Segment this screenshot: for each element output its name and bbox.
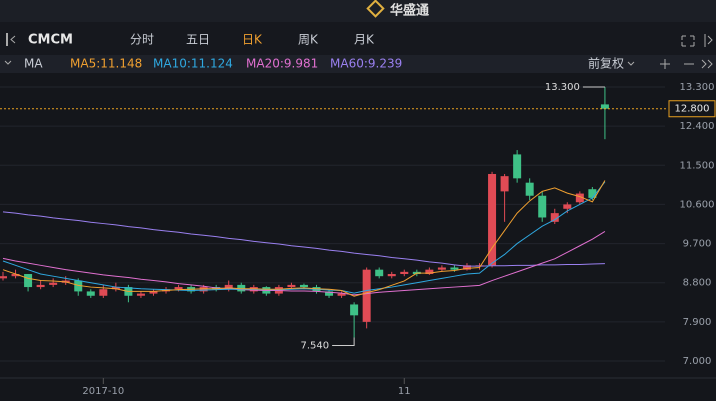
candle-body bbox=[500, 176, 509, 192]
tabs: 分时 五日 日K 周K 月K bbox=[130, 33, 375, 47]
last-price-label: 12.800 bbox=[675, 104, 710, 115]
sidebar-arrow bbox=[10, 35, 16, 44]
candle-body bbox=[325, 291, 334, 296]
candle-body bbox=[425, 269, 434, 275]
ma-line bbox=[2, 211, 605, 267]
last-price-box bbox=[668, 100, 716, 118]
app-title: 华盛通 bbox=[390, 3, 429, 19]
candle-body bbox=[437, 267, 446, 270]
fullscreen-icon[interactable] bbox=[681, 35, 695, 47]
candle-body bbox=[11, 274, 20, 277]
candle-body bbox=[24, 274, 33, 288]
y-tick-label: 7.000 bbox=[683, 356, 712, 367]
adjust-arrow bbox=[627, 61, 635, 66]
candle-body bbox=[174, 287, 183, 290]
tab[interactable]: 分时 bbox=[130, 33, 154, 47]
ma-legend-item: MA20:9.981 bbox=[246, 57, 318, 71]
ma-line bbox=[2, 230, 606, 296]
y-tick-label: 10.600 bbox=[680, 199, 715, 210]
tab[interactable]: 五日 bbox=[186, 33, 210, 47]
symbol: CMCM bbox=[28, 33, 73, 48]
toolbar-icons bbox=[681, 34, 713, 47]
candle-body bbox=[36, 284, 45, 288]
y-tick-label: 11.500 bbox=[680, 160, 715, 171]
candle-body bbox=[488, 173, 497, 266]
candle-body bbox=[400, 271, 409, 275]
candle-body bbox=[513, 154, 522, 179]
scroll-icon[interactable] bbox=[701, 59, 713, 69]
candle-body bbox=[575, 193, 584, 203]
x-tick-label: 11 bbox=[398, 386, 411, 397]
zoom-icons[interactable] bbox=[660, 59, 694, 69]
y-tick-label: 9.700 bbox=[683, 239, 712, 250]
dropdown-icon[interactable] bbox=[4, 60, 12, 65]
ma-line bbox=[2, 181, 606, 294]
candle-body bbox=[538, 195, 547, 218]
y-tick-label: 7.900 bbox=[683, 317, 712, 328]
candle-body bbox=[588, 189, 597, 198]
candle-body bbox=[550, 213, 559, 222]
plot: 13.300 12.400 11.500 10.600 9.700 8.800 7.900 7… bbox=[0, 82, 716, 397]
candle-body bbox=[462, 265, 471, 270]
toolbar bbox=[0, 22, 716, 55]
y-tick-label: 8.800 bbox=[683, 278, 712, 289]
ma-legend-item: MA60:9.239 bbox=[330, 57, 402, 71]
logo bbox=[366, 0, 385, 18]
x-tick-label: 2017-10 bbox=[82, 386, 124, 397]
candle-body bbox=[525, 182, 534, 196]
ma-legend: MA5:11.148 MA10:11.124 MA20:9.981 MA60:9.23… bbox=[70, 57, 402, 71]
candle-body bbox=[86, 291, 95, 296]
candle-body bbox=[350, 304, 359, 316]
title-bar bbox=[0, 0, 716, 22]
candle-body bbox=[387, 274, 396, 277]
indicator-name: MA bbox=[24, 57, 43, 71]
candle-body bbox=[362, 269, 371, 322]
indicator-bar bbox=[0, 55, 716, 73]
tab[interactable]: 日K bbox=[242, 33, 263, 47]
low-marker-label: 7.540 bbox=[300, 341, 329, 352]
y-tick-label: 13.300 bbox=[680, 82, 715, 93]
tab[interactable]: 周K bbox=[298, 33, 319, 47]
ma-legend-item: MA5:11.148 bbox=[70, 57, 142, 71]
candle-body bbox=[450, 267, 459, 270]
candle-body bbox=[49, 282, 58, 285]
candle-body bbox=[111, 287, 120, 290]
collapse-icon[interactable] bbox=[704, 34, 713, 47]
candle-body bbox=[563, 204, 572, 209]
candle-body bbox=[237, 284, 246, 292]
candle-body bbox=[224, 284, 233, 290]
candle-body bbox=[287, 284, 296, 288]
candle-body bbox=[136, 293, 145, 296]
y-tick-label: 12.400 bbox=[680, 121, 715, 132]
candle-body bbox=[74, 280, 83, 292]
ma-legend-item: MA10:11.124 bbox=[153, 57, 233, 71]
adjust-select[interactable]: 前复权 bbox=[588, 56, 624, 71]
candle-body bbox=[0, 276, 7, 279]
sidebar-toggle[interactable] bbox=[6, 33, 8, 46]
candle-body bbox=[99, 289, 108, 296]
tab[interactable]: 月K bbox=[354, 33, 375, 47]
candle-body bbox=[375, 269, 384, 277]
candle-body bbox=[337, 293, 346, 296]
ma-line bbox=[2, 180, 606, 297]
low-marker-line bbox=[332, 337, 355, 347]
candle-body bbox=[299, 284, 308, 288]
high-marker-label: 13.300 bbox=[545, 82, 580, 93]
candle-body bbox=[600, 104, 609, 109]
candle-body bbox=[149, 291, 158, 294]
